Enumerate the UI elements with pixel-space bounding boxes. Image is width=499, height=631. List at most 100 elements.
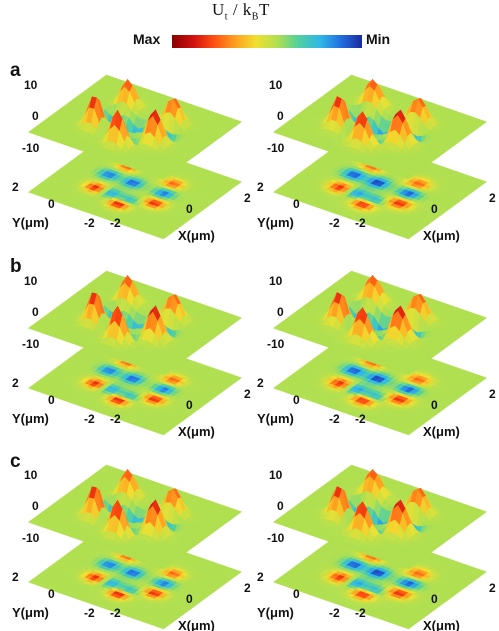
x-axis-label: X(μm) (178, 424, 215, 439)
x-tick-0: 0 (186, 398, 193, 412)
axis-labels: 10 0 -10 2 0 -2 Y(μm) -2 0 2 X(μm) (12, 274, 251, 439)
y-axis-label: Y(μm) (12, 411, 49, 426)
y-tick-neg2: -2 (329, 606, 340, 620)
potential-surface (272, 464, 488, 570)
y-tick-2: 2 (12, 376, 19, 390)
colorbar-title: Ut / kBT (212, 0, 270, 22)
axis-labels: 10 0 -10 2 0 -2 Y(μm) -2 0 2 X(μm) (257, 274, 496, 439)
z-tick-0: 0 (277, 305, 284, 319)
surface-plot: 10 0 -10 2 0 -2 Y(μm) -2 0 2 X(μm) (257, 74, 496, 243)
y-axis-label: Y(μm) (12, 215, 49, 230)
surface-plot: 10 0 -10 2 0 -2 Y(μm) -2 0 2 X(μm) (12, 74, 251, 243)
x-tick-neg2: -2 (355, 216, 366, 230)
x-tick-2: 2 (489, 581, 496, 595)
panel-c-right: 10 0 -10 2 0 -2 Y(μm) -2 0 2 X(μm) (255, 442, 499, 631)
x-tick-neg2: -2 (355, 606, 366, 620)
x-tick-2: 2 (244, 191, 251, 205)
y-tick-2: 2 (12, 180, 19, 194)
x-tick-neg2: -2 (110, 606, 121, 620)
y-tick-0: 0 (48, 587, 55, 601)
colorbar-title-sub-b: B (251, 11, 259, 23)
y-axis-label: Y(μm) (257, 605, 294, 620)
y-axis-label: Y(μm) (257, 411, 294, 426)
floor-heatmap (272, 524, 488, 630)
potential-surface (272, 74, 488, 180)
colorbar-title-slash: / k (228, 0, 252, 19)
x-tick-0: 0 (186, 202, 193, 216)
y-tick-0: 0 (293, 197, 300, 211)
x-axis-label: X(μm) (423, 618, 460, 631)
z-tick-neg10: -10 (267, 337, 285, 351)
surface-plot: 10 0 -10 2 0 -2 Y(μm) -2 0 2 X(μm) (12, 270, 251, 439)
colorbar (172, 35, 362, 48)
potential-surface (27, 270, 243, 376)
y-axis-label: Y(μm) (257, 215, 294, 230)
x-tick-0: 0 (431, 398, 438, 412)
y-tick-neg2: -2 (329, 412, 340, 426)
x-tick-neg2: -2 (110, 216, 121, 230)
y-tick-neg2: -2 (84, 216, 95, 230)
z-tick-10: 10 (24, 468, 38, 482)
x-tick-2: 2 (244, 581, 251, 595)
axis-labels: 10 0 -10 2 0 -2 Y(μm) -2 0 2 X(μm) (12, 78, 251, 243)
surface-plot: 10 0 -10 2 0 -2 Y(μm) -2 0 2 X(μm) (12, 464, 251, 631)
axis-labels: 10 0 -10 2 0 -2 Y(μm) -2 0 2 X(μm) (257, 468, 496, 631)
surface-plot: 10 0 -10 2 0 -2 Y(μm) -2 0 2 X(μm) (257, 270, 496, 439)
x-axis-label: X(μm) (178, 228, 215, 243)
y-tick-neg2: -2 (329, 216, 340, 230)
colorbar-min-label: Min (366, 31, 391, 47)
x-axis-label: X(μm) (423, 424, 460, 439)
x-tick-neg2: -2 (355, 412, 366, 426)
z-tick-0: 0 (32, 109, 39, 123)
z-tick-neg10: -10 (22, 531, 40, 545)
potential-surface (27, 464, 243, 570)
floor-heatmap (272, 330, 488, 436)
y-tick-neg2: -2 (84, 606, 95, 620)
colorbar-max-label: Max (133, 31, 161, 47)
axis-labels: 10 0 -10 2 0 -2 Y(μm) -2 0 2 X(μm) (257, 78, 496, 243)
z-tick-neg10: -10 (267, 141, 285, 155)
z-tick-0: 0 (32, 499, 39, 513)
y-tick-2: 2 (257, 570, 264, 584)
y-tick-0: 0 (48, 197, 55, 211)
z-tick-10: 10 (269, 78, 283, 92)
panel-letter-c: c (10, 451, 21, 472)
y-tick-0: 0 (293, 587, 300, 601)
x-axis-label: X(μm) (423, 228, 460, 243)
x-tick-0: 0 (186, 592, 193, 606)
panel-c-left: 10 0 -10 2 0 -2 Y(μm) -2 0 2 X(μm) (10, 442, 262, 631)
y-tick-0: 0 (293, 393, 300, 407)
y-tick-2: 2 (257, 376, 264, 390)
z-tick-neg10: -10 (267, 531, 285, 545)
panel-b-left: 10 0 -10 2 0 -2 Y(μm) -2 0 2 X(μm) (10, 248, 262, 444)
y-tick-2: 2 (12, 570, 19, 584)
panel-letter-b: b (10, 256, 22, 277)
panel-a-right: 10 0 -10 2 0 -2 Y(μm) -2 0 2 X(μm) (255, 52, 499, 248)
x-tick-neg2: -2 (110, 412, 121, 426)
z-tick-0: 0 (32, 305, 39, 319)
x-tick-2: 2 (489, 387, 496, 401)
z-tick-neg10: -10 (22, 141, 40, 155)
z-tick-10: 10 (24, 274, 38, 288)
colorbar-title-sub-t: t (224, 11, 229, 23)
z-tick-neg10: -10 (22, 337, 40, 351)
x-tick-2: 2 (244, 387, 251, 401)
z-tick-0: 0 (277, 499, 284, 513)
x-axis-label: X(μm) (178, 618, 215, 631)
surface-plot: 10 0 -10 2 0 -2 Y(μm) -2 0 2 X(μm) (257, 464, 496, 631)
x-tick-2: 2 (489, 191, 496, 205)
panel-a-left: 10 0 -10 2 0 -2 Y(μm) -2 0 2 X(μm) (10, 52, 262, 248)
colorbar-title-u: U (212, 0, 225, 19)
z-tick-10: 10 (269, 468, 283, 482)
y-tick-2: 2 (257, 180, 264, 194)
z-tick-10: 10 (24, 78, 38, 92)
potential-surface (272, 270, 488, 376)
y-tick-0: 0 (48, 393, 55, 407)
x-tick-0: 0 (431, 202, 438, 216)
panel-b-right: 10 0 -10 2 0 -2 Y(μm) -2 0 2 X(μm) (255, 248, 499, 444)
panel-letter-a: a (10, 60, 21, 81)
z-tick-10: 10 (269, 274, 283, 288)
colorbar-title-t: T (258, 0, 270, 19)
x-tick-0: 0 (431, 592, 438, 606)
y-tick-neg2: -2 (84, 412, 95, 426)
